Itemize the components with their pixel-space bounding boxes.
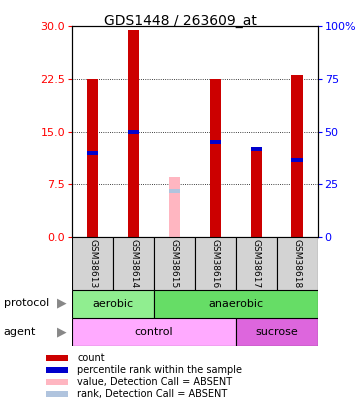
Text: GSM38618: GSM38618 (293, 239, 302, 288)
Bar (128, 130, 139, 134)
Text: GDS1448 / 263609_at: GDS1448 / 263609_at (104, 14, 257, 28)
Bar (169, 177, 180, 237)
Bar (251, 147, 262, 151)
Bar (47, 356, 68, 361)
Bar (154, 237, 195, 290)
Text: count: count (78, 353, 105, 363)
Text: GSM38615: GSM38615 (170, 239, 179, 288)
Bar (87, 79, 99, 237)
Bar (210, 140, 221, 144)
Text: sucrose: sucrose (255, 327, 298, 337)
Bar (210, 79, 221, 237)
Text: GSM38617: GSM38617 (252, 239, 261, 288)
Text: GSM38616: GSM38616 (211, 239, 220, 288)
Text: agent: agent (4, 327, 36, 337)
Text: aerobic: aerobic (92, 299, 134, 309)
Bar (72, 237, 113, 290)
Text: protocol: protocol (4, 298, 49, 308)
Text: percentile rank within the sample: percentile rank within the sample (78, 365, 243, 375)
Bar (47, 367, 68, 373)
Bar (113, 237, 154, 290)
Bar (277, 237, 318, 290)
Text: GSM38613: GSM38613 (88, 239, 97, 288)
Bar (72, 318, 236, 346)
Bar (236, 237, 277, 290)
Text: ▶: ▶ (57, 325, 67, 338)
Bar (87, 151, 99, 155)
Text: control: control (135, 327, 173, 337)
Bar (47, 379, 68, 385)
Text: GSM38614: GSM38614 (129, 239, 138, 288)
Bar (195, 237, 236, 290)
Bar (47, 392, 68, 397)
Bar (251, 149, 262, 237)
Bar (169, 190, 180, 193)
Bar (154, 290, 318, 318)
Text: anaerobic: anaerobic (208, 299, 264, 309)
Bar (72, 290, 154, 318)
Bar (291, 75, 303, 237)
Bar (128, 30, 139, 237)
Bar (236, 318, 318, 346)
Text: ▶: ▶ (57, 297, 67, 310)
Text: rank, Detection Call = ABSENT: rank, Detection Call = ABSENT (78, 389, 228, 399)
Bar (291, 158, 303, 162)
Text: value, Detection Call = ABSENT: value, Detection Call = ABSENT (78, 377, 232, 387)
